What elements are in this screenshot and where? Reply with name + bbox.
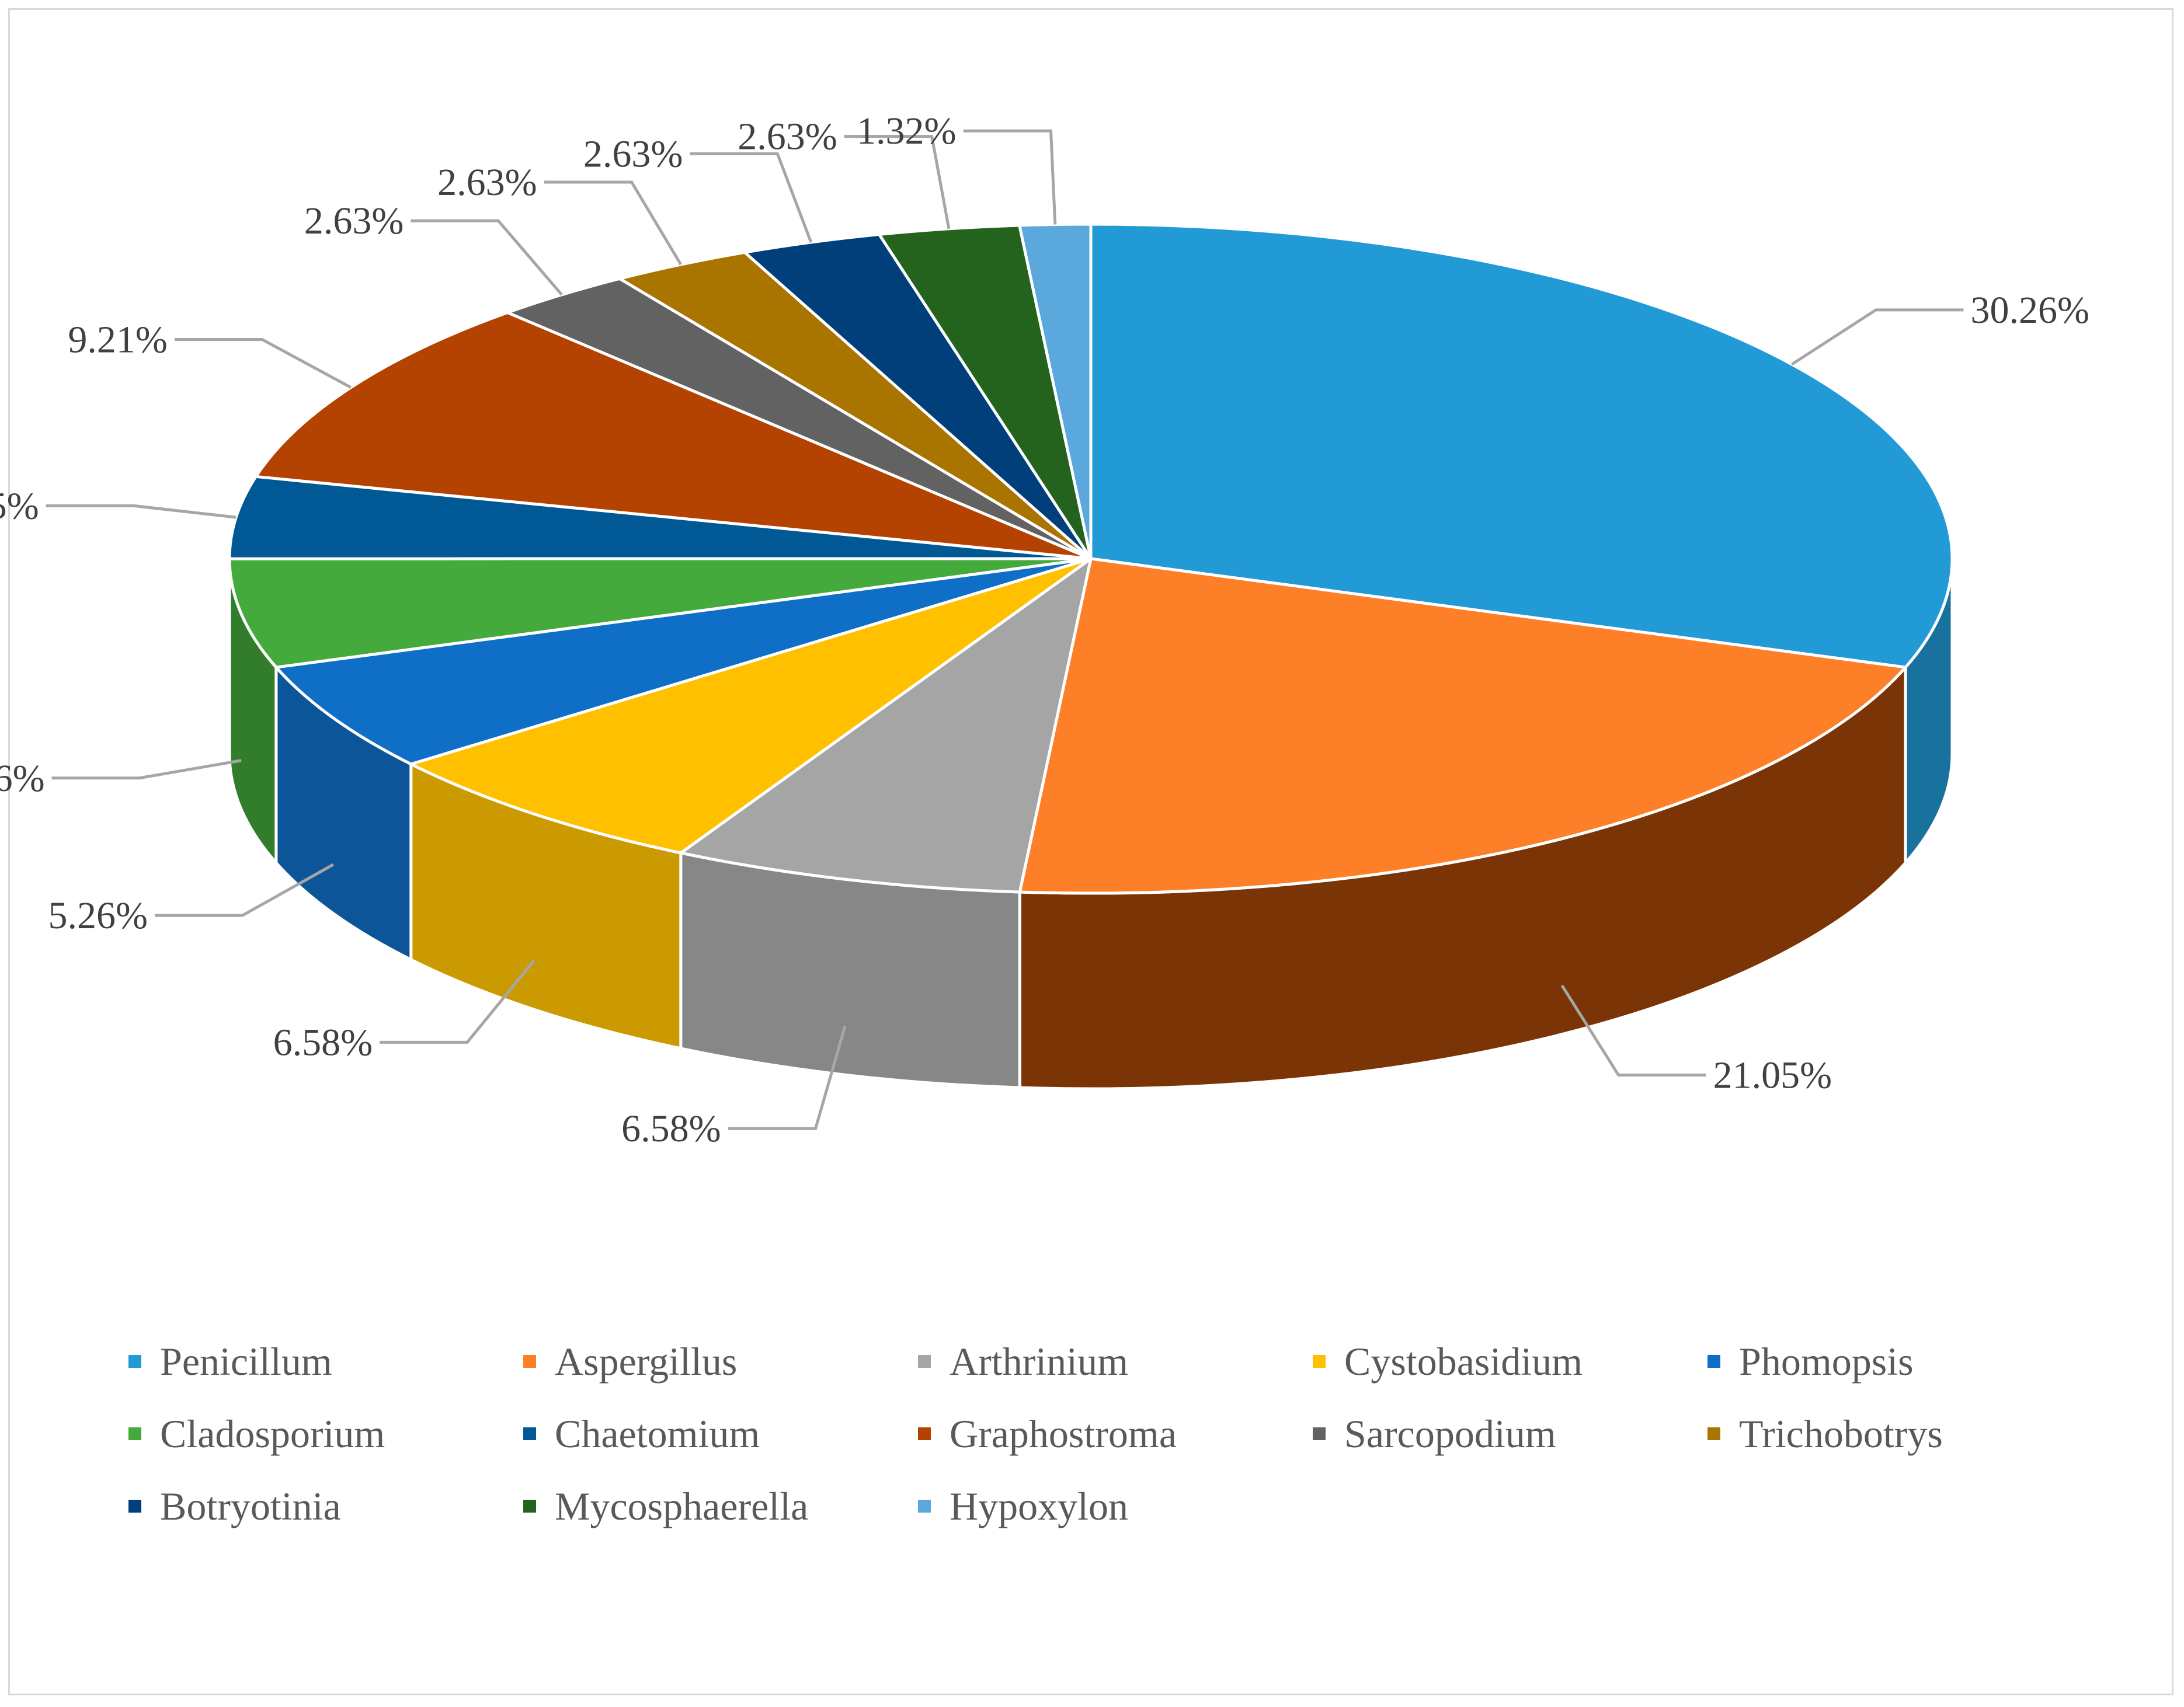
- legend-item: Aspergillus: [523, 1325, 918, 1398]
- data-labels: 30.26% 21.05% 6.58% 6.58% 5.26% 5.26% 3.95% 9.2…: [0, 110, 2089, 1150]
- legend-swatch: [523, 1427, 536, 1440]
- pie-slice-cystobasidium: [409, 557, 1093, 855]
- legend-swatch: [1707, 1427, 1720, 1440]
- legend-label: Sarcopodium: [1344, 1411, 1556, 1456]
- data-label: 9.21%: [68, 319, 167, 361]
- pie-top: [228, 222, 1954, 895]
- legend-swatch: [1707, 1355, 1720, 1368]
- leader-line: [690, 152, 813, 243]
- legend-label: Botryotinia: [160, 1483, 341, 1528]
- legend-label: Aspergillus: [555, 1339, 738, 1384]
- legend-swatch: [128, 1355, 141, 1368]
- leader-lines: [46, 129, 1964, 1130]
- data-label: 6.58%: [621, 1107, 721, 1150]
- data-label: 1.32%: [857, 110, 956, 152]
- legend-item: Hypoxylon: [918, 1470, 1313, 1542]
- pie-slice-aspergillus: [1018, 557, 1907, 895]
- pie-slice-phomopsis: [274, 557, 1093, 766]
- legend-item: Arthrinium: [918, 1325, 1313, 1398]
- leader-line: [1791, 308, 1964, 366]
- legend-swatch: [1313, 1355, 1326, 1368]
- legend-item: Penicillum: [128, 1325, 523, 1398]
- legend-swatch: [918, 1500, 931, 1513]
- legend-swatch: [128, 1500, 141, 1513]
- legend-label: Penicillum: [160, 1339, 332, 1384]
- leader-line: [728, 1025, 847, 1130]
- leader-line: [1560, 984, 1706, 1077]
- legend-label: Graphostroma: [950, 1411, 1177, 1456]
- pie-slice-arthrinium: [679, 557, 1093, 894]
- legend-label: Trichobotrys: [1739, 1411, 1943, 1456]
- data-label: 5.26%: [48, 894, 148, 937]
- legend-swatch: [918, 1427, 931, 1440]
- legend-item: Chaetomium: [523, 1398, 918, 1470]
- data-label: 6.58%: [273, 1021, 373, 1064]
- legend-item: Graphostroma: [918, 1398, 1313, 1470]
- legend-swatch: [523, 1355, 536, 1368]
- pie-slice-cladosporium: [228, 557, 1093, 669]
- leader-line: [544, 180, 683, 266]
- pie-slice-graphostroma: [254, 311, 1093, 560]
- leader-line: [411, 219, 563, 296]
- data-label: 2.63%: [738, 116, 837, 158]
- legend-label: Phomopsis: [1739, 1339, 1914, 1384]
- data-label: 2.63%: [304, 200, 404, 242]
- data-label: 5.26%: [0, 757, 45, 800]
- legend-label: Arthrinium: [950, 1339, 1128, 1384]
- pie-slice-penicillum: [1089, 222, 1954, 669]
- legend-item: Trichobotrys: [1707, 1398, 2102, 1470]
- legend-label: Cladosporium: [160, 1411, 385, 1456]
- leader-line: [51, 759, 242, 780]
- leader-line: [174, 338, 352, 389]
- data-label: 21.05%: [1713, 1054, 1832, 1096]
- legend-swatch: [918, 1355, 931, 1368]
- legend-swatch: [1313, 1427, 1326, 1440]
- legend-item: Mycosphaerella: [523, 1470, 918, 1542]
- legend-item: Cladosporium: [128, 1398, 523, 1470]
- legend-item: Botryotinia: [128, 1470, 523, 1542]
- leader-line: [963, 129, 1057, 225]
- legend-label: Hypoxylon: [950, 1483, 1128, 1528]
- leader-line: [46, 504, 237, 519]
- data-label: 2.63%: [437, 161, 537, 204]
- legend: Penicillum Aspergillus Arthrinium Cystobasi…: [128, 1325, 2114, 1559]
- legend-swatch: [128, 1427, 141, 1440]
- legend-label: Chaetomium: [555, 1411, 760, 1456]
- leader-line: [844, 135, 951, 229]
- legend-label: Cystobasidium: [1344, 1339, 1583, 1384]
- data-label: 3.95%: [0, 485, 39, 527]
- legend-item: Cystobasidium: [1313, 1325, 1707, 1398]
- legend-item: Phomopsis: [1707, 1325, 2102, 1398]
- legend-item: Sarcopodium: [1313, 1398, 1707, 1470]
- data-label: 30.26%: [1970, 289, 2089, 332]
- data-label: 2.63%: [583, 133, 683, 175]
- leader-line: [380, 959, 535, 1044]
- legend-swatch: [523, 1500, 536, 1513]
- leader-line: [155, 863, 334, 917]
- legend-label: Mycosphaerella: [555, 1483, 809, 1528]
